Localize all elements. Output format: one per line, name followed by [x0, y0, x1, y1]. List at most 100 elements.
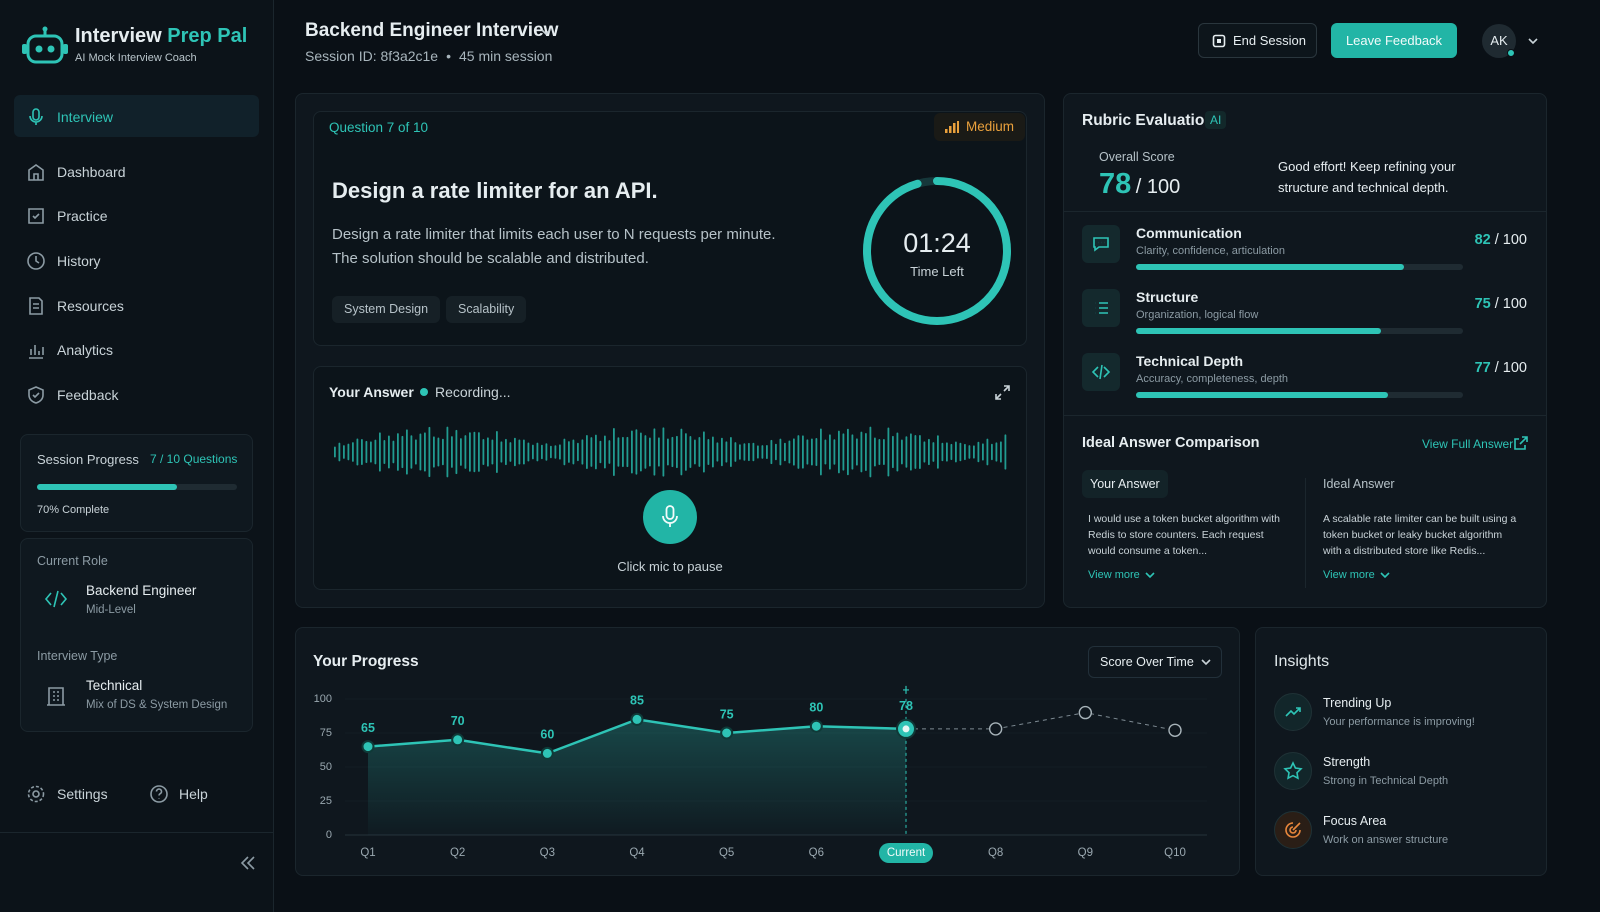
your-answer-tab[interactable]: Your Answer: [1082, 470, 1168, 498]
nav-item[interactable]: Practice: [57, 208, 108, 224]
nav-icon-path: [29, 297, 43, 315]
wave-bar: [883, 438, 885, 466]
wave-bar: [743, 443, 746, 461]
wave-bar: [559, 444, 561, 460]
selector-chevron: [1201, 659, 1211, 666]
current-star: [903, 685, 909, 694]
view-more[interactable]: View more: [1088, 569, 1140, 581]
title-chevron[interactable]: [540, 27, 552, 37]
wave-bar: [946, 442, 948, 462]
score-value: 82: [1474, 232, 1491, 248]
insight-icon-path: [1283, 761, 1303, 780]
wave-bar: [959, 442, 962, 462]
mic-button[interactable]: [643, 490, 697, 544]
wave-bar: [527, 442, 530, 462]
wave-bar: [851, 434, 854, 470]
view-full-answer[interactable]: View Full Answer: [1422, 437, 1514, 451]
rect: [953, 123, 956, 133]
building-icon: [47, 687, 65, 706]
nav-item[interactable]: Analytics: [57, 342, 114, 358]
x-tick-label: Q10: [1164, 847, 1186, 859]
wave-bar: [671, 436, 674, 468]
criterion-fill: [1136, 392, 1388, 398]
wave-bar: [523, 439, 525, 465]
criterion-name: Communication: [1136, 225, 1242, 241]
interview-type-detail: Mix of DS & System Design: [86, 699, 228, 711]
insight-icon: [1285, 707, 1301, 717]
wave-bar: [919, 434, 921, 470]
nav-item[interactable]: Feedback: [57, 387, 119, 403]
rect: [22, 44, 27, 54]
wave-bar: [545, 443, 548, 461]
nav-item[interactable]: Interview: [57, 109, 114, 125]
chart-selector[interactable]: Score Over Time: [1088, 646, 1222, 678]
rect: [1212, 34, 1226, 48]
wave-bar: [847, 428, 849, 476]
wave-bar: [505, 438, 507, 466]
nav-item[interactable]: Dashboard: [57, 164, 126, 180]
nav-item[interactable]: History: [57, 253, 101, 269]
view-more[interactable]: View more: [1323, 569, 1375, 581]
path: [995, 385, 1010, 400]
brand-name: Interview Prep Pal: [75, 25, 247, 48]
expand-button[interactable]: [995, 385, 1010, 400]
wave-bar: [950, 443, 953, 461]
criterion-score: 82 / 100: [1475, 232, 1527, 248]
y-tick-label: 75: [320, 727, 332, 739]
wave-bar: [464, 435, 467, 469]
collapse-button[interactable]: [240, 856, 256, 870]
settings-link[interactable]: Settings: [57, 786, 108, 802]
question-body-1: Design a rate limiter that limits each u…: [332, 226, 776, 243]
interview-type-label: Interview Type: [37, 649, 118, 663]
rect: [1217, 39, 1221, 43]
score-point: [451, 733, 465, 747]
circle: [42, 26, 48, 32]
wave-bar: [856, 438, 858, 466]
x-tick-label: Q6: [809, 847, 824, 859]
wave-bar: [757, 445, 759, 459]
wave-bar: [478, 432, 480, 472]
insight-title: Strength: [1323, 755, 1371, 769]
wave-bar: [455, 429, 458, 475]
overall-label: Overall Score: [1099, 150, 1175, 164]
value-label: 75: [720, 707, 734, 721]
wave-bar: [343, 445, 345, 459]
criterion-detail: Accuracy, completeness, depth: [1136, 373, 1289, 385]
wave-bar: [1000, 441, 1002, 463]
wave-bar: [802, 435, 804, 469]
wave-bar: [491, 439, 494, 465]
wave-bar: [338, 442, 341, 462]
leave-feedback-button[interactable]: Leave Feedback: [1331, 23, 1457, 58]
help-link[interactable]: Help: [179, 786, 208, 802]
criterion-name: Structure: [1136, 289, 1199, 305]
wave-bar: [446, 426, 449, 478]
wave-bar: [487, 437, 489, 467]
overall-max: / 100: [1135, 176, 1181, 198]
wave-bar: [437, 437, 440, 467]
nav-item[interactable]: Resources: [57, 298, 124, 314]
wave-bar: [514, 437, 516, 467]
ideal-answer-tab[interactable]: Ideal Answer: [1323, 477, 1395, 491]
question-title: Design a rate limiter for an API.: [332, 178, 658, 203]
wave-bar: [991, 443, 993, 461]
difficulty-badge: Medium: [934, 113, 1025, 141]
nav-icon-path: [28, 208, 44, 224]
code-icon: [44, 590, 68, 608]
wave-bar: [1004, 434, 1007, 470]
path: [44, 590, 68, 608]
session-progress-track: [37, 484, 237, 490]
criterion-icon-box: [1082, 225, 1120, 263]
wave-bar: [631, 430, 633, 474]
criterion-score: 75 / 100: [1475, 296, 1527, 312]
value-label: 78: [899, 699, 913, 713]
wave-bar: [986, 438, 989, 466]
circle: [32, 790, 40, 798]
circle: [863, 177, 1011, 325]
nav-active-bg: [14, 95, 259, 137]
answer-label: Your Answer: [329, 384, 414, 400]
question-counter: Question 7 of 10: [329, 120, 429, 135]
path: [662, 515, 678, 527]
avatar-chevron[interactable]: [1527, 36, 1539, 46]
insight-title: Focus Area: [1323, 814, 1387, 828]
